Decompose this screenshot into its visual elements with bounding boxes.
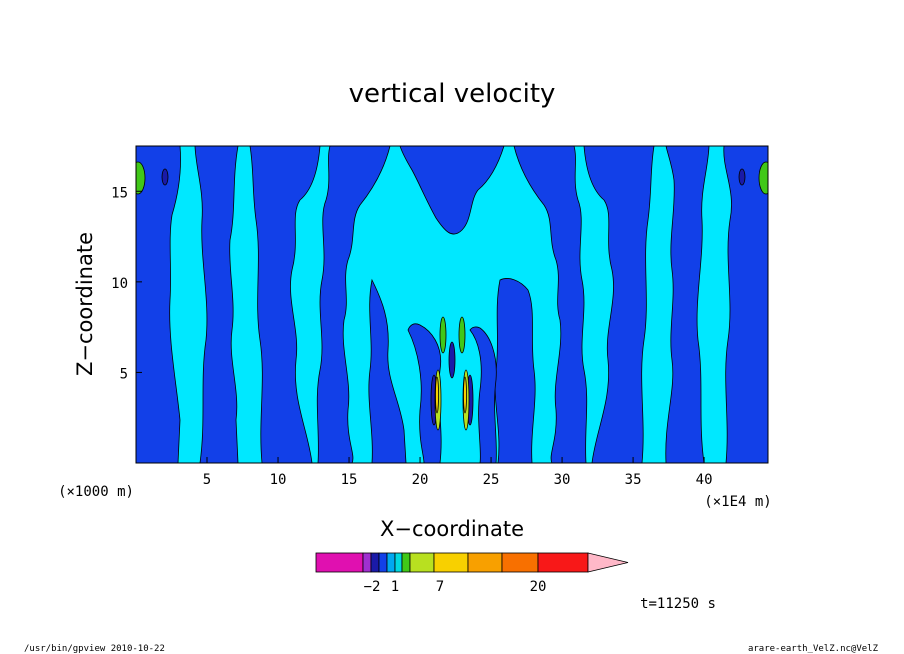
x-tick-label: 30 — [554, 472, 571, 488]
contour-region — [316, 146, 391, 463]
y-scale-note: (×1000 m) — [58, 484, 134, 500]
colorbar-swatch — [370, 552, 380, 573]
contour-region — [249, 146, 321, 463]
colorbar-labels: −2 1 7 20 — [364, 579, 547, 595]
colorbar-swatch — [362, 552, 372, 573]
x-tick-label: 15 — [341, 472, 358, 488]
colorbar — [315, 552, 629, 573]
contour-region — [513, 146, 588, 463]
x-tick-label: 20 — [412, 472, 429, 488]
y-axis-label: Z−coordinate — [73, 232, 97, 376]
colorbar-swatch — [409, 552, 435, 573]
x-tick-label: 5 — [203, 472, 211, 488]
contour-region — [136, 146, 181, 463]
y-tick-label: 15 — [111, 185, 128, 201]
contour-cell — [136, 161, 146, 195]
contour-cell — [738, 168, 746, 186]
y-tick-label: 10 — [111, 276, 128, 292]
footer-left: /usr/bin/gpview 2010-10-22 — [24, 644, 165, 654]
x-tick-label: 10 — [270, 472, 287, 488]
contour-region — [583, 146, 655, 463]
colorbar-swatch — [467, 552, 503, 573]
x-tick-label: 25 — [483, 472, 500, 488]
contour-region — [407, 323, 442, 463]
contour-field — [136, 146, 768, 463]
contour-cell — [161, 168, 169, 186]
colorbar-label: 1 — [391, 579, 399, 595]
contour-region — [494, 278, 536, 463]
contour-region — [723, 146, 768, 463]
colorbar-swatch — [386, 552, 396, 573]
contour-cell — [448, 341, 456, 379]
colorbar-label: 7 — [436, 579, 444, 595]
x-axis: 5 10 15 20 25 30 35 40 — [203, 457, 713, 488]
contour-cell — [463, 376, 467, 414]
contour-region — [399, 146, 505, 235]
footer-right: arare-earth_VelZ.nc@VelZ — [748, 644, 879, 654]
x-axis-label: X−coordinate — [380, 517, 524, 541]
contour-cell — [439, 316, 447, 354]
x-tick-label: 40 — [696, 472, 713, 488]
colorbar-label: −2 — [364, 579, 381, 595]
contour-region — [368, 278, 407, 463]
contour-region — [194, 146, 239, 463]
x-tick-label: 35 — [625, 472, 642, 488]
colorbar-swatch — [401, 552, 411, 573]
y-tick-label: 5 — [120, 366, 128, 382]
colorbar-extend-arrow — [587, 552, 629, 573]
time-label: t=11250 s — [640, 596, 716, 612]
colorbar-swatch — [315, 552, 364, 573]
colorbar-swatch — [433, 552, 469, 573]
contour-cell — [435, 376, 439, 414]
plot-frame — [135, 145, 769, 464]
colorbar-swatch — [378, 552, 388, 573]
colorbar-label: 20 — [530, 579, 547, 595]
y-axis: 5 10 15 — [111, 185, 142, 382]
colorbar-swatch — [394, 552, 403, 573]
contour-region — [469, 326, 497, 463]
colorbar-swatch — [501, 552, 539, 573]
colorbar-swatch — [537, 552, 589, 573]
x-scale-note: (×1E4 m) — [704, 494, 771, 510]
contour-region — [665, 146, 710, 463]
contour-cell — [458, 316, 466, 354]
chart-title: vertical velocity — [349, 79, 556, 109]
contour-cell — [758, 161, 768, 195]
